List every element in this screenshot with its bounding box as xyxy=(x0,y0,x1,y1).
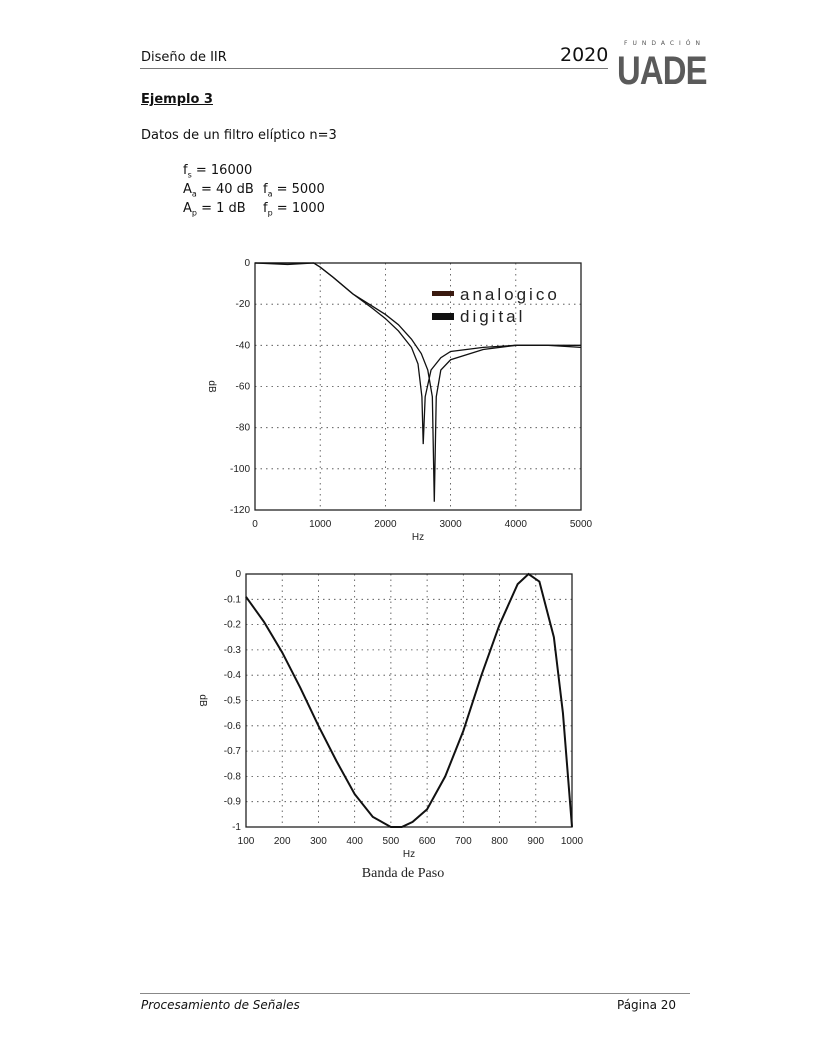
y-tick-label: -0.5 xyxy=(224,696,242,707)
legend-swatch-analogico xyxy=(432,291,454,296)
y-tick-label: -0.9 xyxy=(224,797,242,808)
param-sub: a xyxy=(267,189,273,199)
x-tick-label: 400 xyxy=(346,836,363,847)
uade-logo: UADE xyxy=(617,49,707,93)
param-symbol: A xyxy=(183,182,192,197)
y-tick-label: -0.8 xyxy=(224,771,242,782)
y-tick-label: -80 xyxy=(236,423,251,434)
x-tick-label: 3000 xyxy=(439,519,462,530)
param-aa: Aa = 40 dB xyxy=(183,182,254,199)
y-tick-label: -120 xyxy=(230,505,250,516)
param-symbol: A xyxy=(183,201,192,216)
page-number: Página 20 xyxy=(617,998,677,1012)
y-axis-label: dB xyxy=(197,694,208,707)
logo-subtitle: FUNDACIÓN xyxy=(624,40,706,47)
x-axis-label: Hz xyxy=(412,532,424,543)
y-tick-label: -20 xyxy=(236,299,251,310)
y-tick-label: -0.1 xyxy=(224,594,242,605)
param-symbol: f xyxy=(183,163,188,178)
y-tick-label: -0.7 xyxy=(224,746,242,757)
param-fa: fa = 5000 xyxy=(263,182,325,199)
x-tick-label: 700 xyxy=(455,836,472,847)
y-tick-label: -100 xyxy=(230,464,250,475)
x-tick-label: 1000 xyxy=(309,519,332,530)
intro-text: Datos de un filtro elíptico n=3 xyxy=(141,128,337,143)
param-value: = 5000 xyxy=(272,182,325,197)
header-year: 2020 xyxy=(560,44,609,66)
y-tick-label: -0.4 xyxy=(224,670,242,681)
x-axis-label: Hz xyxy=(403,849,415,860)
chart-title: Banda de Paso xyxy=(362,866,444,881)
legend-swatch-digital xyxy=(432,313,454,320)
x-tick-label: 900 xyxy=(527,836,544,847)
param-value: = 16000 xyxy=(191,163,253,178)
x-tick-label: 1000 xyxy=(561,836,584,847)
y-tick-label: -1 xyxy=(232,822,241,833)
x-tick-label: 4000 xyxy=(505,519,528,530)
param-sub: p xyxy=(267,208,273,218)
x-tick-label: 100 xyxy=(238,836,255,847)
x-tick-label: 200 xyxy=(274,836,291,847)
header-title: Diseño de IIR xyxy=(141,50,227,65)
y-tick-label: -0.6 xyxy=(224,721,242,732)
param-sub: a xyxy=(191,189,197,199)
plot-frame xyxy=(245,573,573,828)
series-line-digital xyxy=(254,262,581,445)
x-tick-label: 300 xyxy=(310,836,327,847)
param-sub: p xyxy=(191,208,197,218)
param-ap: Ap = 1 dB xyxy=(183,201,246,218)
legend-label-analogico: analogico xyxy=(460,285,560,304)
param-sub: s xyxy=(187,170,192,180)
param-symbol: f xyxy=(263,182,268,197)
y-tick-label: -60 xyxy=(236,382,251,393)
param-fp: fp = 1000 xyxy=(263,201,325,218)
y-axis-label: dB xyxy=(206,380,217,393)
param-fs: fs = 16000 xyxy=(183,163,252,180)
plot-frame xyxy=(254,262,582,511)
param-symbol: f xyxy=(263,201,268,216)
footer-left: Procesamiento de Señales xyxy=(141,998,300,1012)
series-line-passband xyxy=(245,572,573,828)
x-tick-label: 2000 xyxy=(374,519,397,530)
y-tick-label: -0.3 xyxy=(224,645,242,656)
y-tick-label: -0.2 xyxy=(224,620,242,631)
x-tick-label: 5000 xyxy=(570,519,593,530)
y-tick-label: 0 xyxy=(244,258,250,269)
param-value: = 40 dB xyxy=(196,182,254,197)
header-divider xyxy=(140,68,608,69)
x-tick-label: 600 xyxy=(419,836,436,847)
x-tick-label: 800 xyxy=(491,836,508,847)
y-tick-label: 0 xyxy=(235,569,241,580)
param-value: = 1000 xyxy=(272,201,325,216)
param-value: = 1 dB xyxy=(196,201,246,216)
y-tick-label: -40 xyxy=(236,340,251,351)
legend-label-digital: digital xyxy=(460,307,525,326)
footer-divider xyxy=(140,993,690,994)
section-heading: Ejemplo 3 xyxy=(141,92,213,107)
x-tick-label: 0 xyxy=(252,519,258,530)
x-tick-label: 500 xyxy=(383,836,400,847)
